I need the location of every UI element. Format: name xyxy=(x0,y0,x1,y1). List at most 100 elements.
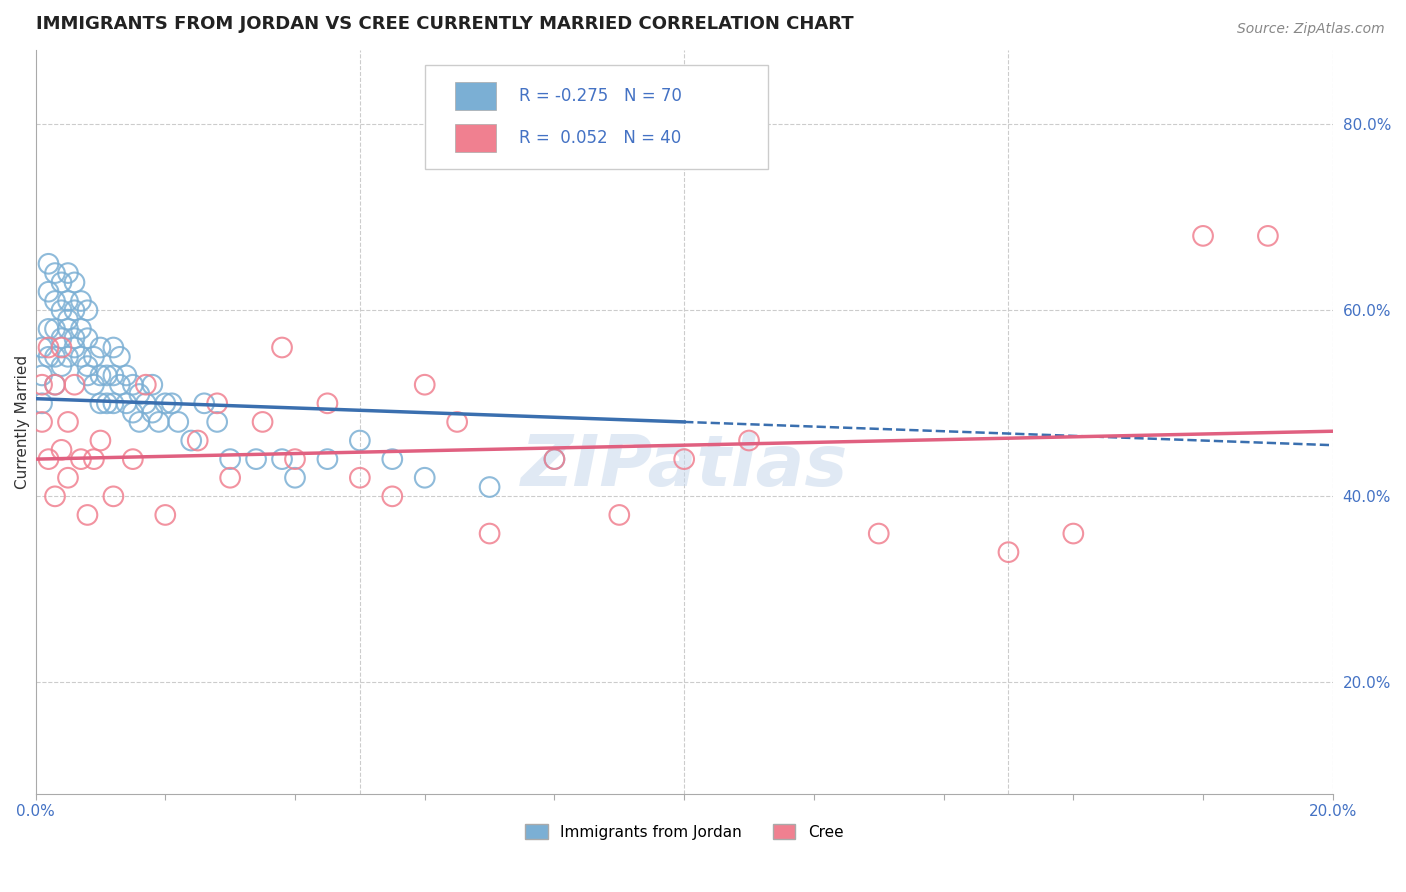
Legend: Immigrants from Jordan, Cree: Immigrants from Jordan, Cree xyxy=(519,818,849,846)
Point xyxy=(673,452,696,467)
Point xyxy=(187,434,209,448)
Point xyxy=(56,471,79,485)
Point xyxy=(205,415,228,429)
Point xyxy=(76,331,98,345)
Point xyxy=(349,471,371,485)
Point xyxy=(413,377,436,392)
Point xyxy=(135,377,157,392)
Point xyxy=(31,377,53,392)
Point xyxy=(108,377,131,392)
Point xyxy=(121,377,143,392)
Point xyxy=(413,471,436,485)
Point xyxy=(89,368,111,383)
Point xyxy=(76,303,98,318)
Point xyxy=(38,341,60,355)
Point xyxy=(103,341,125,355)
Point xyxy=(44,350,66,364)
Point xyxy=(83,350,105,364)
Point xyxy=(167,415,190,429)
Text: ZIPatlas: ZIPatlas xyxy=(520,432,848,501)
Point xyxy=(44,322,66,336)
Point xyxy=(38,350,60,364)
Point xyxy=(51,303,73,318)
Point xyxy=(155,508,177,522)
Point xyxy=(446,415,468,429)
Point xyxy=(103,489,125,503)
FancyBboxPatch shape xyxy=(454,82,496,110)
Point xyxy=(96,396,118,410)
Point xyxy=(219,452,242,467)
Point xyxy=(51,276,73,290)
Point xyxy=(31,341,53,355)
Point xyxy=(543,452,565,467)
Point xyxy=(108,350,131,364)
Point xyxy=(219,471,242,485)
Point xyxy=(284,471,307,485)
Point xyxy=(51,341,73,355)
Point xyxy=(381,452,404,467)
Point xyxy=(115,368,138,383)
Point xyxy=(63,331,86,345)
Point xyxy=(271,452,294,467)
Point xyxy=(83,452,105,467)
Point xyxy=(38,285,60,299)
Point xyxy=(96,368,118,383)
Point xyxy=(543,452,565,467)
Point xyxy=(44,489,66,503)
Point xyxy=(135,396,157,410)
Point xyxy=(70,452,93,467)
Point xyxy=(478,526,501,541)
Point xyxy=(738,434,761,448)
Point xyxy=(89,341,111,355)
Point xyxy=(70,293,93,308)
Point xyxy=(51,359,73,373)
Point xyxy=(478,480,501,494)
Point xyxy=(205,396,228,410)
Point xyxy=(63,303,86,318)
Point xyxy=(56,312,79,326)
Point xyxy=(316,452,339,467)
Point xyxy=(44,377,66,392)
Point xyxy=(51,442,73,457)
Point xyxy=(997,545,1019,559)
Point xyxy=(31,415,53,429)
Point xyxy=(1257,228,1279,243)
Point xyxy=(31,396,53,410)
Point xyxy=(56,322,79,336)
Point xyxy=(76,359,98,373)
Point xyxy=(252,415,274,429)
Point xyxy=(83,377,105,392)
Text: R =  0.052   N = 40: R = 0.052 N = 40 xyxy=(519,128,682,146)
Point xyxy=(103,368,125,383)
Point xyxy=(349,434,371,448)
Point xyxy=(180,434,202,448)
Point xyxy=(193,396,215,410)
FancyBboxPatch shape xyxy=(425,65,769,169)
Point xyxy=(128,387,150,401)
Point xyxy=(128,415,150,429)
Point xyxy=(155,396,177,410)
Point xyxy=(160,396,183,410)
Point xyxy=(607,508,630,522)
Point xyxy=(245,452,267,467)
Point xyxy=(63,276,86,290)
Point xyxy=(89,396,111,410)
Point xyxy=(76,368,98,383)
Text: R = -0.275   N = 70: R = -0.275 N = 70 xyxy=(519,87,682,105)
Point xyxy=(56,350,79,364)
Point xyxy=(76,508,98,522)
Point xyxy=(56,293,79,308)
Point xyxy=(316,396,339,410)
Point xyxy=(38,257,60,271)
Point xyxy=(271,341,294,355)
Point xyxy=(868,526,890,541)
Point xyxy=(148,415,170,429)
Point xyxy=(38,452,60,467)
Point xyxy=(1062,526,1084,541)
Point xyxy=(121,452,143,467)
Point xyxy=(121,406,143,420)
Point xyxy=(51,331,73,345)
Point xyxy=(1192,228,1215,243)
Point xyxy=(141,377,163,392)
Point xyxy=(44,293,66,308)
